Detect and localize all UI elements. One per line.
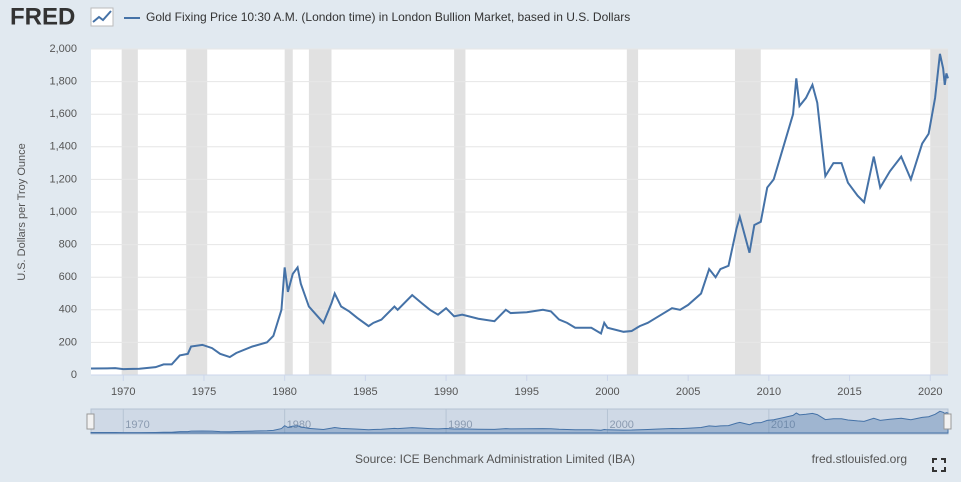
x-tick-label: 2005 [676,386,700,398]
x-tick-label: 1985 [353,386,377,398]
y-tick-label: 0 [71,369,77,381]
x-tick-label: 1990 [434,386,458,398]
x-tick-label: 1975 [192,386,216,398]
navigator-tick-label: 1990 [448,419,472,431]
y-tick-label: 1,600 [49,108,77,120]
y-tick-label: 400 [59,304,77,316]
x-tick-label: 1980 [272,386,296,398]
y-axis-label: U.S. Dollars per Troy Ounce [16,143,28,281]
source: Source: ICE Benchmark Administration Lim… [355,452,635,466]
y-tick-label: 2,000 [49,43,77,55]
navigator-tick-label: 1970 [125,419,149,431]
y-tick-label: 200 [59,336,77,348]
navigator-handle[interactable] [86,413,95,430]
x-tick-label: 2010 [757,386,781,398]
navigator-area [90,410,949,434]
site-link[interactable]: fred.stlouisfed.org [812,452,907,466]
logo: FRED [10,3,75,30]
series-line [90,53,949,371]
y-tick-label: 1,800 [49,76,77,88]
logo-icon [90,7,114,27]
navigator-handle[interactable] [943,413,952,430]
y-tick-label: 1,000 [49,206,77,218]
x-tick-label: 2020 [918,386,942,398]
legend-label: Gold Fixing Price 10:30 A.M. (London tim… [146,10,630,24]
y-tick-label: 1,200 [49,173,77,185]
navigator-tick-label: 2010 [771,419,795,431]
fullscreen-icon[interactable] [932,458,946,472]
y-tick-label: 1,400 [49,141,77,153]
x-tick-label: 2000 [595,386,619,398]
navigator-tick-label: 2000 [609,419,633,431]
x-tick-label: 1995 [515,386,539,398]
x-tick-label: 2015 [837,386,861,398]
y-tick-label: 800 [59,239,77,251]
x-tick-label: 1970 [111,386,135,398]
y-tick-label: 600 [59,271,77,283]
